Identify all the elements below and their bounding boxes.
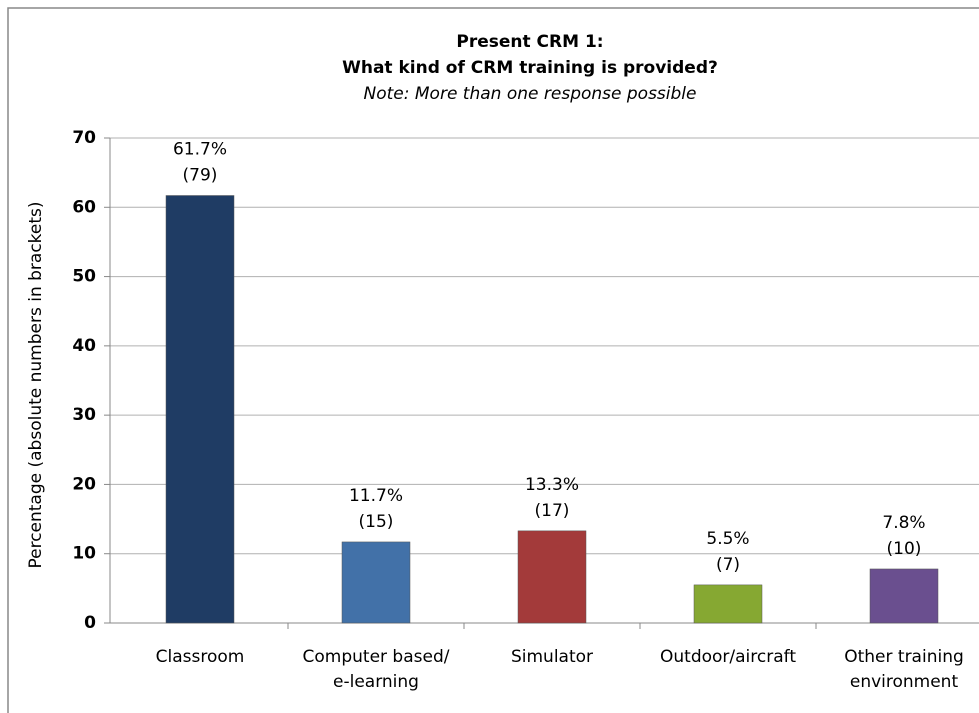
- chart-title: Present CRM 1:: [456, 32, 603, 52]
- y-tick-label: 30: [72, 405, 96, 425]
- y-tick-label: 0: [84, 613, 96, 633]
- x-tick-label: Computer based/ e-learning: [302, 647, 450, 692]
- y-tick-label: 50: [72, 267, 96, 287]
- x-tick-label: Simulator: [510, 647, 594, 667]
- x-tick-label: Outdoor/aircraft: [660, 647, 796, 667]
- count-label: (10): [887, 539, 922, 559]
- value-label: 5.5%: [706, 529, 749, 549]
- y-tick-label: 40: [72, 336, 96, 356]
- value-label: 7.8%: [882, 513, 925, 533]
- bar: [517, 530, 587, 624]
- chart-note: Note: More than one response possible: [364, 84, 697, 104]
- bar: [693, 584, 763, 624]
- x-tick-label: Other training environment: [844, 647, 964, 692]
- chart-border: [7, 7, 979, 713]
- y-tick-label: 60: [72, 197, 96, 217]
- y-tick-label: 70: [72, 128, 96, 148]
- y-tick-label: 20: [72, 474, 96, 494]
- y-tick-label: 10: [72, 544, 96, 564]
- count-label: (7): [716, 555, 740, 575]
- count-label: (79): [183, 166, 218, 186]
- count-label: (17): [535, 501, 570, 521]
- chart-subtitle: What kind of CRM training is provided?: [342, 58, 718, 78]
- x-tick-label: Classroom: [155, 647, 245, 667]
- bar: [869, 568, 939, 624]
- count-label: (15): [359, 512, 394, 532]
- value-label: 61.7%: [173, 140, 227, 160]
- value-label: 13.3%: [525, 475, 579, 495]
- y-axis-label: Percentage (absolute numbers in brackets…: [26, 201, 46, 568]
- value-label: 11.7%: [349, 486, 403, 506]
- bar: [165, 195, 235, 624]
- bar: [341, 541, 411, 624]
